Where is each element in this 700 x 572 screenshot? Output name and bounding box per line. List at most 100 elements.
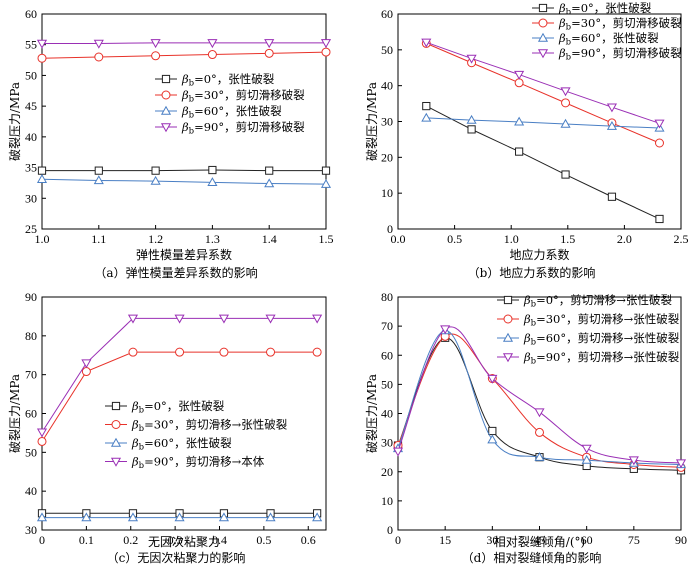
x-tick-label: 0.2 [123, 533, 138, 547]
series-beta60 [421, 112, 665, 132]
legend-marker [537, 49, 549, 59]
data-point [440, 325, 451, 335]
legend-label: βb=60°，剪切滑移→张性破裂 [523, 331, 680, 348]
series-line [41, 51, 327, 59]
x-tick-label: 1.3 [205, 232, 220, 246]
series-beta90 [36, 314, 323, 438]
y-tick-label: 45 [25, 99, 37, 113]
data-point [264, 39, 275, 49]
y-tick-label: 60 [25, 7, 37, 21]
legend-label: βb=90°，剪切滑移→张性破裂 [523, 350, 680, 367]
data-point [81, 359, 92, 369]
series-beta90 [421, 38, 665, 129]
legend-label: βb=0°，张性破裂 [181, 72, 275, 89]
x-tick-label: 0.6 [301, 533, 316, 547]
y-tick-label: 60 [381, 7, 393, 21]
data-point [514, 70, 525, 80]
y-tick-label: 55 [25, 38, 37, 52]
legend-entry: βb=60°，张性破裂 [155, 104, 282, 121]
x-axis-title: 弹性模量差异系数 [136, 247, 232, 262]
y-tick-label: 80 [381, 290, 393, 304]
legend-marker [161, 90, 171, 100]
plot-frame [41, 13, 327, 230]
y-tick-label: 30 [25, 523, 37, 537]
data-point [37, 53, 47, 63]
x-axis-title: 地应力系数 [509, 247, 569, 262]
legend-entry: βb=60°，张性破裂 [105, 436, 232, 453]
data-point [320, 39, 332, 49]
legend-entry: βb=90°，剪切滑移破裂 [532, 46, 682, 63]
data-point [94, 166, 103, 175]
legend-marker [537, 32, 549, 42]
legend-label: βb=30°，剪切滑移破裂 [181, 88, 305, 105]
data-point [487, 374, 498, 384]
data-point [93, 175, 104, 185]
series-beta0 [422, 101, 664, 224]
data-point [654, 119, 665, 129]
legend-label: βb=0°，张性破裂 [131, 399, 225, 416]
y-tick-label: 50 [25, 68, 37, 82]
x-tick-label: 0 [395, 533, 401, 547]
data-point [467, 125, 476, 134]
data-point [128, 347, 138, 357]
y-tick-label: 50 [25, 445, 37, 459]
data-point [312, 512, 323, 522]
legend-marker [538, 3, 548, 13]
x-tick-label: 0.3 [168, 533, 183, 547]
data-point [150, 175, 161, 185]
x-tick-label: 0.5 [256, 533, 271, 547]
legend-entry: βb=30°，剪切滑移→张性破裂 [105, 418, 288, 435]
data-point [208, 165, 217, 175]
y-tick-label: 20 [381, 150, 393, 164]
data-point [514, 116, 525, 126]
legend-marker [160, 105, 172, 115]
data-point [466, 54, 477, 64]
data-point [37, 436, 47, 446]
y-tick-label: 10 [381, 494, 393, 508]
data-point [320, 178, 332, 188]
data-point [174, 512, 185, 522]
series-line [426, 41, 660, 124]
y-tick-label: 60 [25, 407, 37, 421]
x-axis-title: 相对裂缝倾角/(°) [494, 534, 585, 549]
x-tick-label: 30 [486, 533, 498, 547]
series-line [397, 326, 682, 464]
y-tick-label: 70 [25, 368, 37, 382]
legend-entry: βb=0°，剪切滑移→张性破裂 [497, 293, 672, 310]
legend-marker [110, 437, 122, 447]
panel-caption: （d）相对裂缝倾角的影响 [462, 550, 602, 565]
data-point [488, 426, 497, 436]
legend-label: βb=30°，剪切滑移破裂 [558, 16, 682, 33]
series-beta90 [36, 39, 332, 49]
series-beta0 [37, 165, 331, 175]
legend-entry: βb=0°，张性破裂 [155, 72, 275, 89]
data-point [36, 428, 48, 438]
legend-label: βb=60°，张性破裂 [181, 104, 282, 121]
legend-marker [111, 401, 121, 411]
data-point [392, 447, 404, 457]
chart-c: 0 0.1 0.2 0.3 0.4 0.5 0.6 30 40 50 60 70 80 90 无因次粘聚力 破… [7, 290, 327, 565]
legend-entry: βb=60°，剪切滑移→张性破裂 [497, 331, 680, 348]
data-point [534, 451, 545, 461]
legend-label: βb=0°，张性破裂 [558, 1, 652, 18]
series-beta90 [392, 325, 687, 469]
x-tick-label: 1.5 [560, 232, 575, 246]
data-point [265, 314, 276, 324]
y-tick-label: 40 [25, 130, 37, 144]
legend-label: βb=30°，剪切滑移→张性破裂 [131, 418, 288, 435]
series-beta60 [36, 512, 323, 522]
legend-marker [111, 420, 121, 429]
data-point [534, 408, 545, 418]
data-point [207, 50, 217, 60]
legend-label: βb=90°，剪切滑移→本体 [131, 455, 265, 472]
y-tick-label: 40 [381, 407, 393, 421]
series-line [426, 105, 660, 220]
data-point [151, 51, 161, 61]
x-tick-label: 1.2 [148, 232, 163, 246]
data-point [219, 347, 229, 357]
series-beta60 [392, 325, 687, 469]
x-tick-label: 90 [675, 533, 687, 547]
data-point [514, 78, 524, 88]
data-point [606, 120, 618, 130]
